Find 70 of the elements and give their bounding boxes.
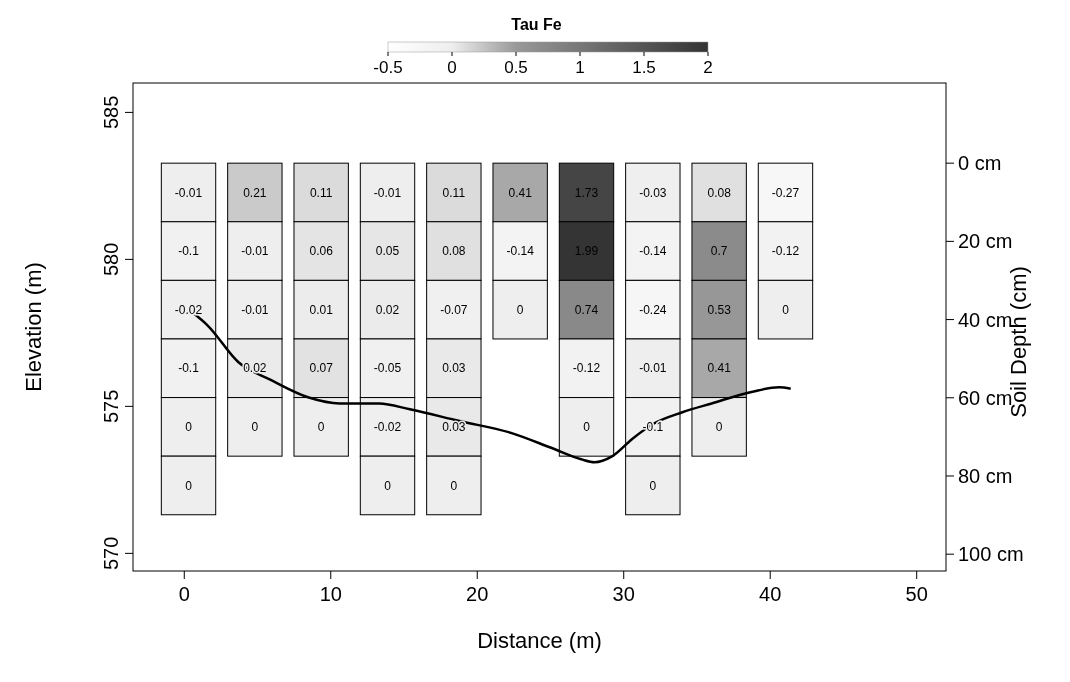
x-tick-label: 20 bbox=[466, 583, 489, 605]
data-label: -0.01 bbox=[639, 361, 667, 376]
data-label: 1.73 bbox=[574, 185, 599, 200]
y-tick-label: 570 bbox=[100, 536, 122, 571]
data-label: -0.14 bbox=[506, 244, 535, 259]
color-bar-title: Tau Fe bbox=[511, 16, 562, 33]
y2-tick-label: 0 cm bbox=[958, 152, 1002, 175]
data-label: 0.21 bbox=[243, 185, 267, 200]
data-label: -0.12 bbox=[771, 244, 800, 259]
data-label: -0.1 bbox=[178, 361, 200, 376]
x-tick-label: 10 bbox=[319, 583, 342, 605]
y-tick-label: 585 bbox=[100, 95, 122, 130]
data-label: 0 bbox=[384, 478, 392, 493]
data-label: -0.03 bbox=[639, 185, 667, 200]
data-label: 0.07 bbox=[309, 361, 334, 376]
x-tick-label: 40 bbox=[759, 583, 782, 605]
data-label: -0.01 bbox=[174, 185, 203, 200]
data-label: -0.12 bbox=[572, 361, 601, 376]
data-label: 0.03 bbox=[442, 420, 466, 435]
color-bar-label: 0 bbox=[447, 58, 457, 77]
data-label: 0 bbox=[649, 478, 657, 493]
y-tick-label: 580 bbox=[100, 242, 122, 277]
data-label: 0.02 bbox=[375, 302, 400, 317]
data-label: 0 bbox=[251, 420, 259, 435]
data-label: 0.7 bbox=[710, 244, 728, 259]
data-label: -0.01 bbox=[373, 185, 402, 200]
data-label: 0.08 bbox=[442, 244, 466, 259]
data-label: -0.14 bbox=[639, 244, 667, 259]
x-tick-label: 30 bbox=[612, 583, 635, 605]
x-axis-title: Distance (m) bbox=[477, 628, 602, 653]
data-label: 0 bbox=[516, 302, 524, 317]
data-label: 0.01 bbox=[309, 302, 334, 317]
data-label: 0.08 bbox=[707, 185, 732, 200]
data-label: 0.11 bbox=[309, 185, 333, 200]
data-label: 0.74 bbox=[574, 302, 599, 317]
data-label: -0.05 bbox=[373, 361, 402, 376]
data-label: 0 bbox=[185, 478, 193, 493]
color-bar-label: 0.5 bbox=[504, 58, 528, 77]
data-label: -0.01 bbox=[241, 302, 269, 317]
data-label: 0 bbox=[317, 420, 325, 435]
data-label: 0.41 bbox=[707, 361, 732, 376]
data-label: 0 bbox=[715, 420, 723, 435]
data-label: 0.53 bbox=[707, 302, 732, 317]
data-label: 0 bbox=[782, 302, 790, 317]
data-label: 0.06 bbox=[309, 244, 334, 259]
color-bar-label: 1 bbox=[575, 58, 585, 77]
data-label: 0.05 bbox=[375, 244, 400, 259]
data-label: -0.07 bbox=[440, 302, 468, 317]
data-label: -0.02 bbox=[174, 302, 203, 317]
y-tick-label: 575 bbox=[100, 389, 122, 424]
color-bar-label: 2 bbox=[703, 58, 713, 77]
y2-tick-label: 20 cm bbox=[958, 230, 1013, 253]
data-label: -0.1 bbox=[178, 244, 200, 259]
y2-tick-label: 80 cm bbox=[958, 464, 1013, 487]
color-bar-label: -0.5 bbox=[373, 58, 403, 77]
data-label: -0.27 bbox=[771, 185, 800, 200]
data-label: -0.02 bbox=[373, 420, 402, 435]
data-label: -0.24 bbox=[639, 302, 667, 317]
data-label: 0 bbox=[185, 420, 193, 435]
data-label: 0.41 bbox=[508, 185, 533, 200]
data-label: 0.03 bbox=[442, 361, 466, 376]
color-bar-label: 1.5 bbox=[632, 58, 656, 77]
data-label: 0 bbox=[450, 478, 458, 493]
data-label: -0.01 bbox=[241, 244, 269, 259]
x-tick-label: 0 bbox=[178, 583, 190, 605]
data-label: 0.11 bbox=[442, 185, 466, 200]
y-axis-title: Elevation (m) bbox=[21, 262, 46, 392]
x-tick-label: 50 bbox=[905, 583, 928, 605]
data-label: 0 bbox=[583, 420, 591, 435]
y2-tick-label: 100 cm bbox=[958, 543, 1024, 566]
